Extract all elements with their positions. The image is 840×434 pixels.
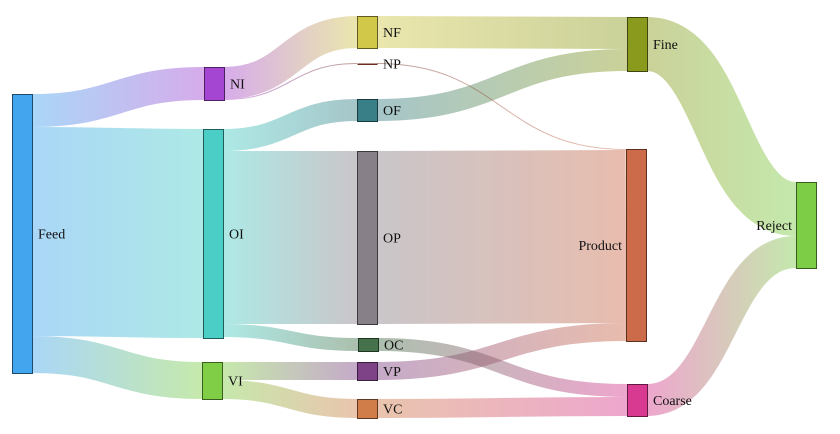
node-label: Coarse: [653, 394, 692, 409]
node-rect[interactable]: [627, 384, 648, 417]
node-nf[interactable]: NF: [357, 16, 402, 49]
link-oi-to-of[interactable]: [222, 99, 358, 151]
node-label: OP: [383, 232, 401, 247]
link-feed-to-ni[interactable]: [31, 67, 205, 127]
node-rect[interactable]: [357, 99, 378, 122]
node-of[interactable]: OF: [357, 99, 402, 122]
node-oc[interactable]: OC: [358, 338, 404, 354]
link-feed-to-oi[interactable]: [31, 127, 204, 338]
node-op[interactable]: OP: [357, 151, 402, 325]
node-label: OF: [383, 104, 401, 119]
link-fine-to-reject[interactable]: [643, 17, 800, 236]
node-rect[interactable]: [203, 129, 224, 339]
node-vc[interactable]: VC: [357, 399, 403, 419]
node-rect[interactable]: [357, 151, 378, 325]
node-label: NI: [230, 78, 245, 93]
node-rect[interactable]: [627, 17, 648, 72]
link-oc-to-coarse[interactable]: [377, 338, 628, 397]
node-label: NP: [383, 58, 401, 73]
node-label: VP: [383, 365, 401, 380]
node-vi[interactable]: VI: [202, 362, 244, 400]
link-coarse-to-reject[interactable]: [645, 236, 798, 416]
node-label: Feed: [38, 228, 65, 243]
link-nf-to-fine[interactable]: [376, 16, 628, 49]
node-rect[interactable]: [796, 182, 817, 269]
nodes: Feed NI OI VI NF NP OF OP OC VP VC Fine Product Coars…: [12, 16, 817, 419]
link-vp-to-product[interactable]: [376, 323, 627, 380]
link-op-to-product[interactable]: [376, 150, 627, 324]
node-label: Product: [578, 239, 622, 254]
node-label: NF: [383, 26, 401, 41]
node-ni[interactable]: NI: [204, 67, 246, 101]
node-rect[interactable]: [357, 16, 378, 49]
node-rect[interactable]: [626, 149, 647, 342]
link-ni-to-nf[interactable]: [223, 16, 358, 99]
link-vi-to-vc[interactable]: [221, 380, 358, 418]
node-label: OI: [229, 228, 244, 243]
link-oi-to-oc[interactable]: [222, 324, 359, 351]
node-vp[interactable]: VP: [357, 362, 402, 381]
node-label: OC: [384, 339, 403, 354]
node-label: VC: [383, 403, 402, 418]
node-oi[interactable]: OI: [203, 129, 245, 339]
node-feed[interactable]: Feed: [12, 94, 66, 374]
link-ni-to-np[interactable]: [223, 63, 358, 100]
node-rect[interactable]: [357, 399, 378, 419]
link-feed-to-vi[interactable]: [31, 336, 203, 399]
node-label: VI: [228, 375, 243, 390]
node-coarse[interactable]: Coarse: [627, 384, 692, 417]
node-rect[interactable]: [357, 362, 378, 381]
node-product[interactable]: Product: [578, 149, 647, 342]
node-rect[interactable]: [202, 362, 223, 400]
links: [31, 16, 800, 418]
node-rect[interactable]: [204, 67, 225, 101]
node-label: Fine: [653, 38, 678, 53]
link-np-to-product[interactable]: [376, 63, 627, 150]
node-label: Reject: [756, 219, 792, 234]
link-of-to-fine[interactable]: [376, 49, 628, 121]
node-rect[interactable]: [358, 338, 379, 352]
node-reject[interactable]: Reject: [756, 182, 817, 269]
link-vc-to-coarse[interactable]: [376, 397, 628, 418]
node-rect[interactable]: [357, 63, 378, 66]
node-rect[interactable]: [12, 94, 33, 374]
node-fine[interactable]: Fine: [627, 17, 678, 72]
node-np[interactable]: NP: [357, 58, 402, 73]
